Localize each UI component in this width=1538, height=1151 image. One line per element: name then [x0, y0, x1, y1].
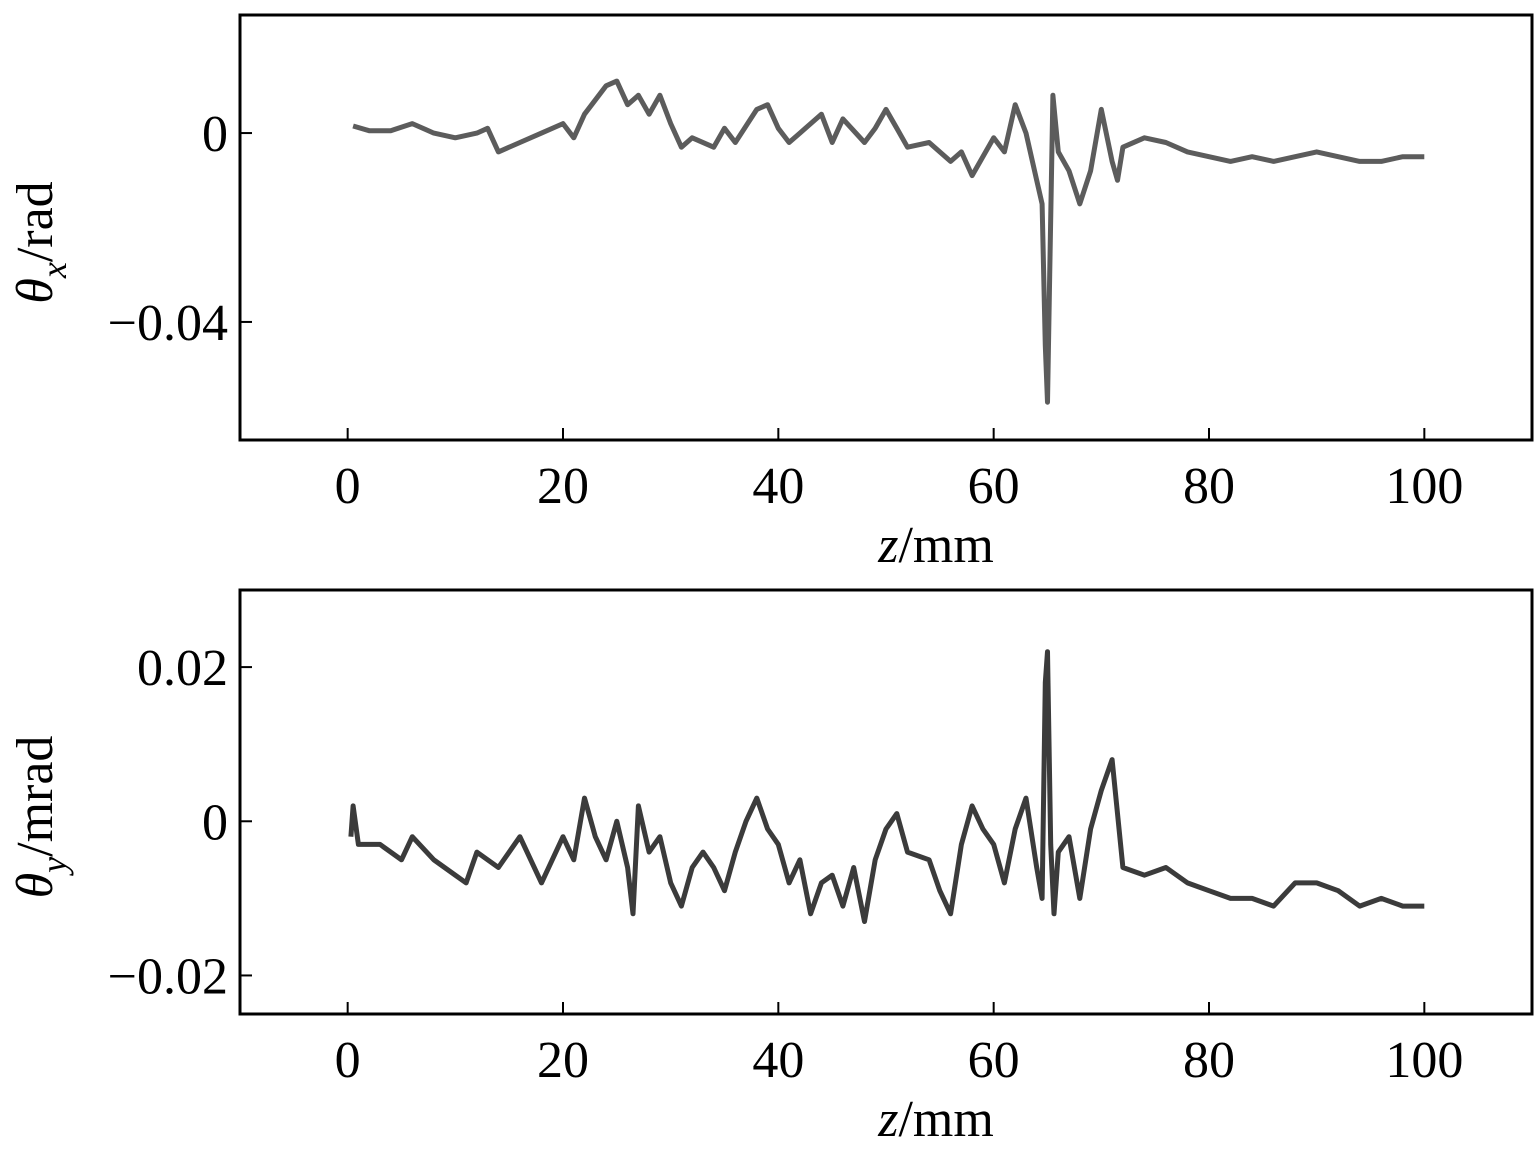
x-axis-label: z/mm	[877, 1091, 994, 1148]
x-tick-label: 60	[968, 458, 1020, 515]
y-label-symbol: θ	[7, 873, 64, 899]
x-tick-label: 40	[752, 458, 804, 515]
y-axis-label: θy/mrad	[7, 736, 74, 899]
plot-frame	[238, 588, 1534, 1016]
x-tick-label: 20	[537, 1032, 589, 1089]
x-tick-label: 0	[335, 458, 361, 515]
x-axis-label: z/mm	[877, 517, 994, 574]
x-tick-label: 100	[1385, 1032, 1463, 1089]
y-tick-label: 0	[202, 106, 228, 163]
x-tick-label: 100	[1385, 458, 1463, 515]
y-tick-label: −0.02	[108, 948, 228, 1005]
x-tick-label: 80	[1183, 458, 1235, 515]
y-axis-label: θx/rad	[7, 181, 74, 303]
y-tick-label: 0.02	[137, 640, 228, 697]
y-label-symbol: θ	[7, 278, 64, 304]
x-label-unit: /mm	[898, 1091, 993, 1148]
y-label-subscript: y	[34, 857, 74, 876]
y-label-unit: /mrad	[7, 736, 64, 857]
y-label-subscript: x	[34, 262, 74, 279]
x-tick-label: 80	[1183, 1032, 1235, 1089]
x-tick-label: 20	[537, 458, 589, 515]
data-line	[352, 78, 1425, 405]
y-tick-label: 0	[202, 794, 228, 851]
x-label-unit: /mm	[898, 517, 993, 574]
x-tick-label: 60	[968, 1032, 1020, 1089]
x-tick-label: 0	[335, 1032, 361, 1089]
y-label-unit: /rad	[7, 181, 64, 262]
data-line	[348, 649, 1425, 924]
x-tick-label: 40	[752, 1032, 804, 1089]
x-label-symbol: z	[877, 517, 898, 574]
plot-frame	[238, 13, 1534, 442]
x-label-symbol: z	[877, 1091, 898, 1148]
y-tick-label: −0.04	[108, 295, 228, 352]
